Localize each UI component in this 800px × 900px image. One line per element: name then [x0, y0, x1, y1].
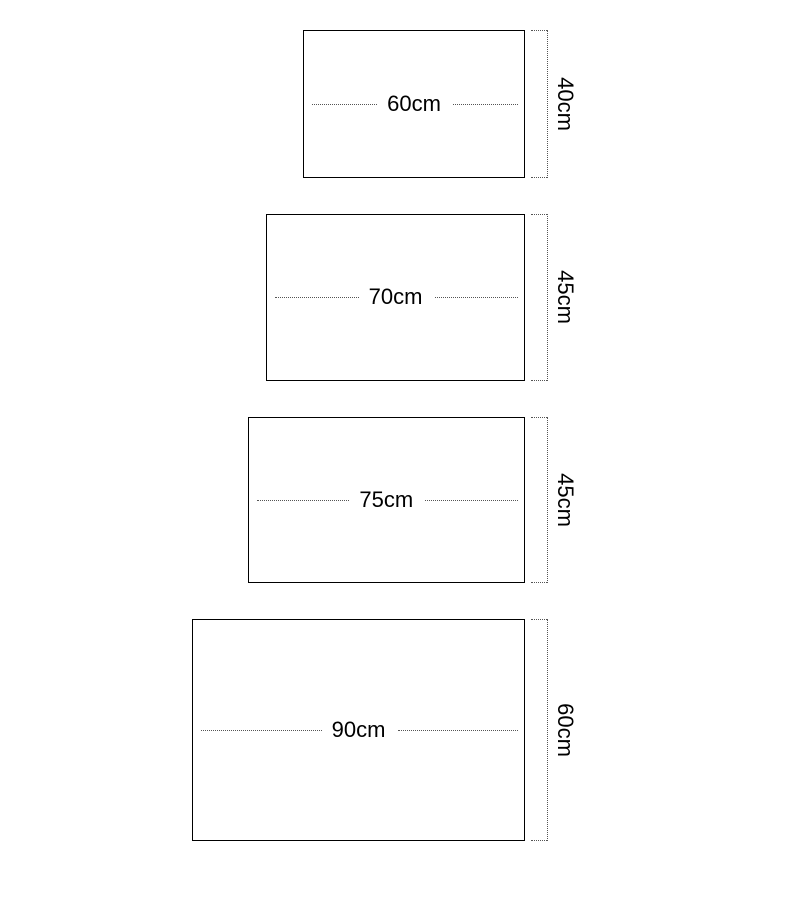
size-rectangle: 60cm: [303, 30, 525, 178]
width-dimension-label: 60cm: [383, 91, 445, 117]
width-guide-line: [435, 297, 519, 298]
width-guide-line: [398, 730, 519, 731]
width-guide-line: [257, 500, 350, 501]
width-dimension-label: 90cm: [328, 717, 390, 743]
width-guide-line: [425, 500, 518, 501]
height-dimension-bracket: 45cm: [531, 417, 577, 584]
bracket-tick: [531, 177, 547, 178]
bracket-tick: [531, 840, 547, 841]
height-dimension-bracket: 45cm: [531, 214, 577, 381]
width-guide-line: [453, 104, 518, 105]
height-guide-line: [547, 619, 548, 841]
height-guide-line: [547, 30, 548, 178]
bracket-tick: [531, 582, 547, 583]
bracket-tick: [531, 417, 547, 418]
height-guide-line: [547, 214, 548, 381]
size-diagram-canvas: 60cm 40cm 70cm 45cm 75cm 45cm 90cm 60cm: [0, 0, 800, 900]
width-guide-line: [312, 104, 377, 105]
height-dimension-label: 40cm: [552, 77, 578, 131]
height-guide-line: [547, 417, 548, 584]
width-guide-line: [275, 297, 359, 298]
bracket-tick: [531, 214, 547, 215]
height-dimension-bracket: 40cm: [531, 30, 577, 178]
width-dimension-label: 70cm: [365, 284, 427, 310]
bracket-tick: [531, 30, 547, 31]
height-dimension-label: 45cm: [552, 473, 578, 527]
height-dimension-label: 45cm: [552, 270, 578, 324]
bracket-tick: [531, 619, 547, 620]
width-dimension-label: 75cm: [355, 487, 417, 513]
size-rectangle: 70cm: [266, 214, 525, 381]
height-dimension-bracket: 60cm: [531, 619, 577, 841]
size-rectangle: 75cm: [248, 417, 526, 584]
bracket-tick: [531, 380, 547, 381]
width-guide-line: [201, 730, 322, 731]
size-rectangle: 90cm: [192, 619, 525, 841]
height-dimension-label: 60cm: [552, 703, 578, 757]
